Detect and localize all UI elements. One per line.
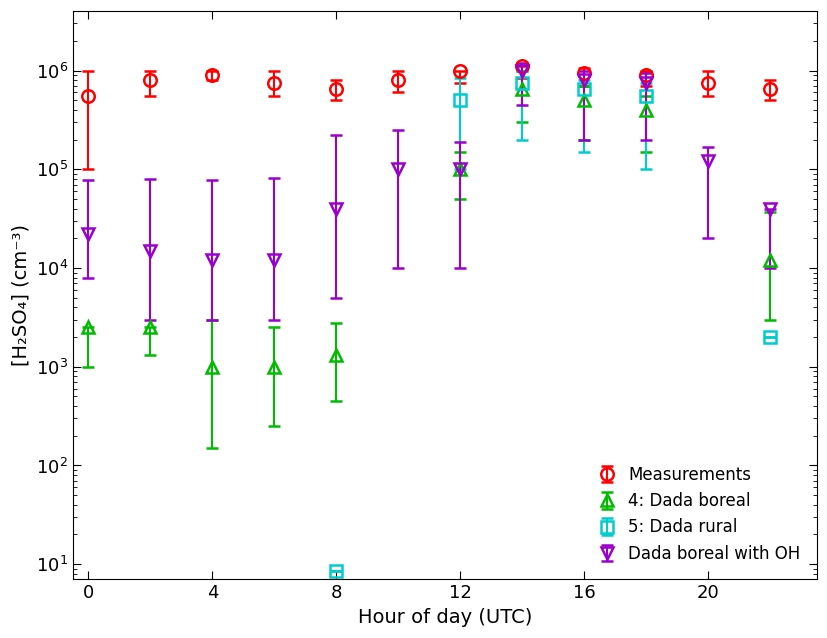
Legend: Measurements, 4: Dada boreal, 5: Dada rural, Dada boreal with OH: Measurements, 4: Dada boreal, 5: Dada ru…: [586, 457, 808, 571]
X-axis label: Hour of day (UTC): Hour of day (UTC): [357, 608, 532, 627]
Y-axis label: [H₂SO₄] (cm⁻³): [H₂SO₄] (cm⁻³): [11, 225, 30, 366]
